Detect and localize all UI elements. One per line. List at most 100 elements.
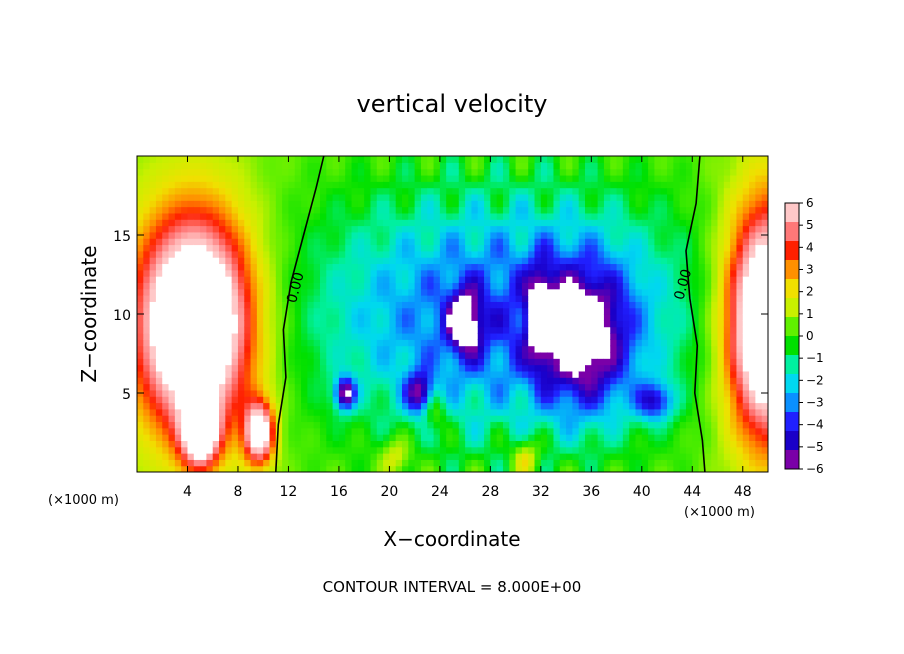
heatmap-cell bbox=[660, 320, 668, 328]
heatmap-cell bbox=[641, 263, 649, 271]
heatmap-cell bbox=[402, 389, 409, 397]
heatmap-cell bbox=[559, 231, 567, 239]
heatmap-cell bbox=[206, 320, 214, 328]
heatmap-cell bbox=[603, 389, 611, 397]
heatmap-cell bbox=[685, 263, 693, 271]
heatmap-cell bbox=[749, 156, 756, 163]
heatmap-cell bbox=[383, 364, 390, 372]
heatmap-cell bbox=[174, 269, 182, 277]
heatmap-cell bbox=[717, 263, 725, 271]
heatmap-cell bbox=[641, 187, 649, 195]
heatmap-cell bbox=[446, 402, 454, 410]
heatmap-cell bbox=[402, 257, 409, 265]
heatmap-cell bbox=[237, 339, 245, 347]
heatmap-cell bbox=[566, 238, 573, 246]
heatmap-cell bbox=[616, 181, 624, 189]
heatmap-cell bbox=[174, 358, 182, 366]
heatmap-cell bbox=[622, 238, 630, 246]
heatmap-cell bbox=[282, 295, 290, 302]
heatmap-cell bbox=[736, 219, 744, 227]
heatmap-cell bbox=[376, 200, 384, 208]
heatmap-cell bbox=[282, 225, 290, 233]
heatmap-cell bbox=[288, 434, 296, 441]
heatmap-cell bbox=[528, 219, 536, 227]
heatmap-cell bbox=[168, 269, 176, 277]
heatmap-cell bbox=[597, 446, 605, 454]
heatmap-cell bbox=[174, 156, 182, 163]
heatmap-cell bbox=[749, 332, 756, 340]
heatmap-cell bbox=[414, 187, 422, 195]
heatmap-cell bbox=[528, 408, 536, 416]
heatmap-cell bbox=[351, 187, 359, 195]
heatmap-cell bbox=[212, 383, 220, 391]
heatmap-cell bbox=[502, 326, 510, 334]
heatmap-cell bbox=[528, 276, 536, 283]
heatmap-cell bbox=[477, 288, 485, 296]
heatmap-cell bbox=[458, 389, 466, 397]
heatmap-cell bbox=[395, 162, 403, 170]
heatmap-cell bbox=[193, 238, 201, 246]
heatmap-cell bbox=[559, 332, 567, 340]
heatmap-cell bbox=[389, 459, 397, 467]
heatmap-cell bbox=[465, 402, 473, 410]
heatmap-cell bbox=[301, 174, 308, 182]
heatmap-cell bbox=[742, 238, 750, 246]
heatmap-cell bbox=[326, 181, 334, 189]
heatmap-cell bbox=[351, 193, 359, 201]
heatmap-cell bbox=[534, 301, 542, 309]
heatmap-cell bbox=[439, 389, 447, 397]
heatmap-cell bbox=[357, 370, 365, 378]
heatmap-cell bbox=[155, 168, 163, 176]
heatmap-cell bbox=[301, 383, 308, 391]
heatmap-cell bbox=[301, 288, 308, 296]
heatmap-cell bbox=[263, 465, 271, 472]
heatmap-cell bbox=[458, 250, 466, 258]
heatmap-cell bbox=[225, 377, 233, 385]
heatmap-cell bbox=[351, 389, 359, 397]
heatmap-cell bbox=[168, 219, 176, 227]
heatmap-cell bbox=[452, 187, 460, 195]
heatmap-cell bbox=[648, 193, 656, 201]
heatmap-cell bbox=[269, 427, 277, 435]
heatmap-cell bbox=[294, 421, 302, 429]
heatmap-cell bbox=[149, 250, 157, 258]
heatmap-cell bbox=[301, 238, 308, 246]
heatmap-cell bbox=[326, 174, 334, 182]
heatmap-cell bbox=[402, 156, 409, 163]
heatmap-cell bbox=[515, 301, 523, 309]
heatmap-cell bbox=[540, 206, 548, 214]
heatmap-cell bbox=[616, 358, 624, 366]
heatmap-cell bbox=[402, 339, 409, 347]
heatmap-cell bbox=[452, 206, 460, 214]
heatmap-cell bbox=[301, 200, 308, 208]
heatmap-cell bbox=[723, 231, 731, 239]
heatmap-cell bbox=[402, 465, 409, 472]
heatmap-cell bbox=[263, 181, 271, 189]
heatmap-cell bbox=[383, 421, 390, 429]
heatmap-cell bbox=[641, 383, 649, 391]
heatmap-cell bbox=[484, 212, 491, 220]
heatmap-cell bbox=[717, 358, 725, 366]
heatmap-cell bbox=[641, 181, 649, 189]
heatmap-cell bbox=[547, 345, 555, 353]
heatmap-cell bbox=[572, 440, 580, 448]
heatmap-cell bbox=[585, 288, 592, 296]
heatmap-cell bbox=[679, 231, 687, 239]
heatmap-cell bbox=[515, 326, 523, 334]
heatmap-cell bbox=[237, 326, 245, 334]
heatmap-cell bbox=[376, 282, 384, 290]
heatmap-cell bbox=[282, 339, 290, 347]
heatmap-cell bbox=[187, 162, 195, 170]
heatmap-cell bbox=[509, 339, 517, 347]
heatmap-cell bbox=[414, 263, 422, 271]
heatmap-cell bbox=[326, 244, 334, 252]
heatmap-cell bbox=[237, 434, 245, 441]
heatmap-cell bbox=[326, 225, 334, 233]
heatmap-cell bbox=[698, 427, 706, 435]
heatmap-cell bbox=[307, 383, 315, 391]
heatmap-cell bbox=[433, 389, 441, 397]
heatmap-cell bbox=[187, 156, 195, 163]
heatmap-cell bbox=[471, 408, 479, 416]
heatmap-cell bbox=[736, 307, 744, 315]
heatmap-cell bbox=[338, 263, 346, 271]
